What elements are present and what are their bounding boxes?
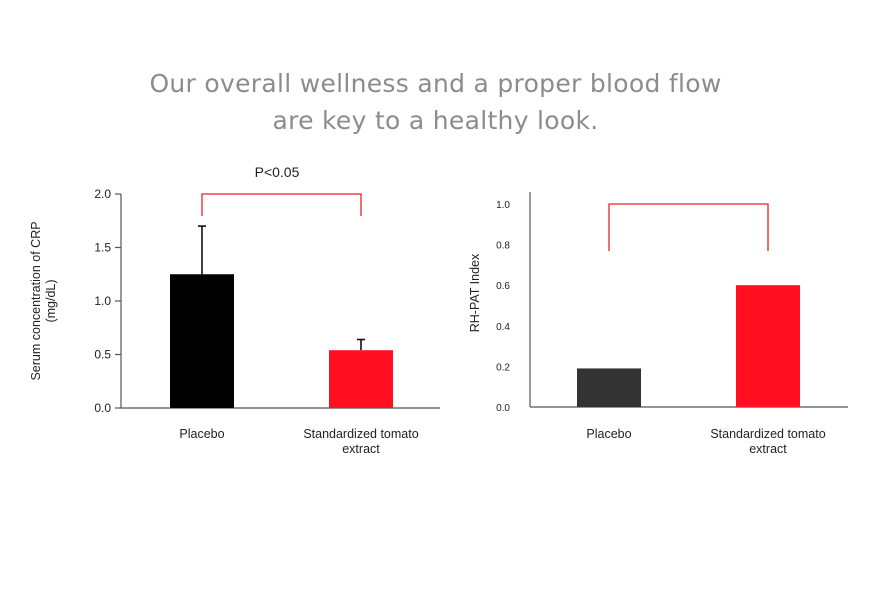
y-tick-label: 0.0 [496,403,510,414]
x-category-label-line: Placebo [586,427,631,441]
y-tick-label: 0.8 [496,241,510,252]
bar [736,285,800,407]
y-tick-label: 1.5 [94,241,111,255]
y-axis-label-text-line: (mg/dL) [44,279,58,322]
x-category-label: Standardized tomato extract [303,427,418,456]
x-category-label: Placebo [179,427,224,441]
rh-pat-chart: 0.0 0.2 0.4 0.6 0.8 1.0 Placebo Standardized to… [468,192,848,456]
y-tick-label: 0.4 [496,322,510,333]
bar [577,368,641,407]
significance-bracket [201,193,362,216]
x-category-label-line: Standardized tomato [710,427,825,441]
y-tick-label: 0.2 [496,362,510,373]
y-tick-label: 0.5 [94,348,111,362]
y-axis-label-text-line: Serum concentration of CRP [29,221,43,380]
y-tick-label: 0.6 [496,281,510,292]
headline: Our overall wellness and a proper blood … [0,65,871,139]
y-axis-label-text-line: RH-PAT Index [468,253,482,332]
y-tick-label: 1.0 [94,294,111,308]
x-category-label-line: extract [749,442,787,456]
x-category-label-line: Placebo [179,427,224,441]
x-category-label-line: extract [342,442,380,456]
significance-label: P˂0.05 [255,164,300,180]
y-tick-label: 0.0 [94,401,111,415]
y-axis-label: RH-PAT Index [468,253,482,332]
headline-line-2: are key to a healthy look. [272,105,599,135]
headline-line-1: Our overall wellness and a proper blood … [149,68,722,98]
x-category-label-line: Standardized tomato [303,427,418,441]
bar [170,274,234,408]
significance-bracket [608,203,769,251]
y-axis-label-text: Serum concentration of CRP(mg/dL) [29,221,58,380]
x-category-label: Standardized tomato extract [710,427,825,456]
y-tick-label: 1.0 [496,200,510,211]
y-axis-label-text: RH-PAT Index [468,253,482,332]
x-category-label: Placebo [586,427,631,441]
y-axis-label: Serum concentration of CRP(mg/dL) [29,221,58,380]
crp-chart: 0.0 0.5 1.0 1.5 2.0 Placebo Standardized tomat… [29,164,440,456]
y-tick-label: 2.0 [94,187,111,201]
bar [329,350,393,408]
